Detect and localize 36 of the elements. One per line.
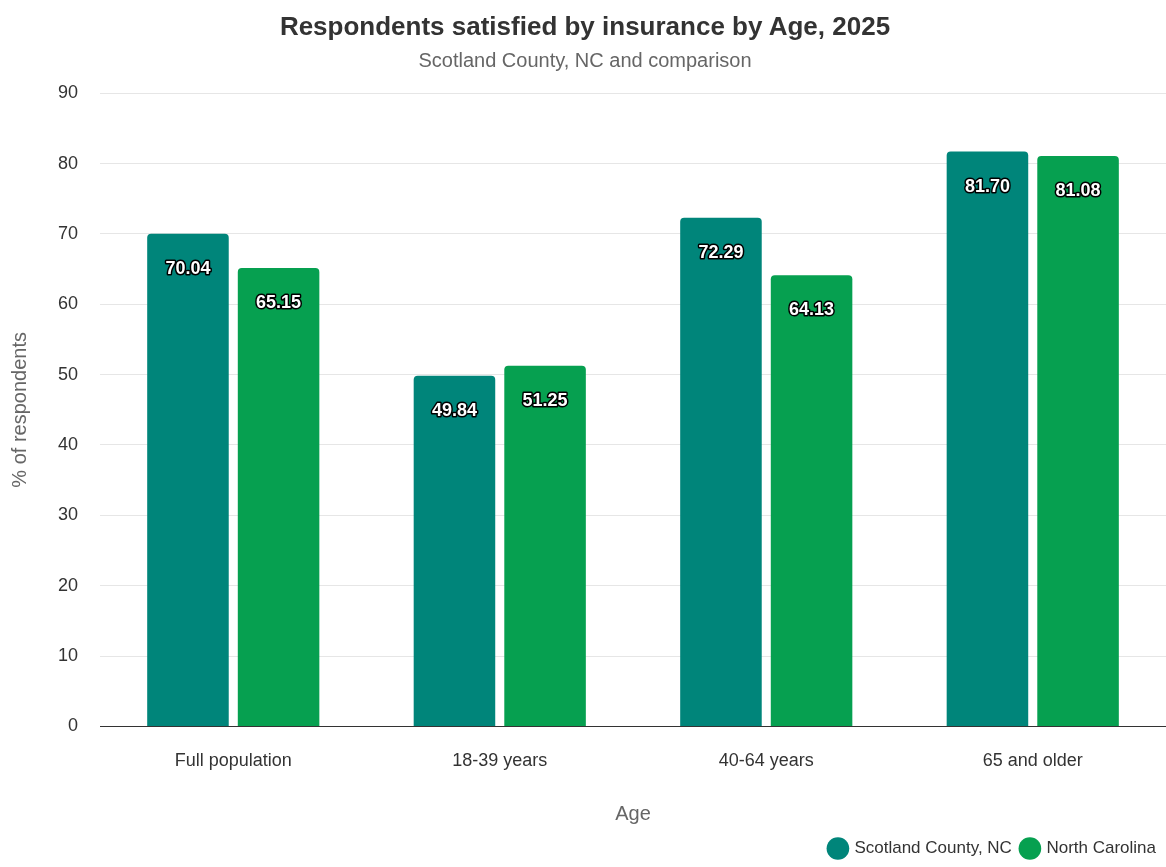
y-axis-title: % of respondents — [7, 331, 30, 488]
data-label: 81.08 — [1055, 179, 1101, 200]
x-tick-label: Full population — [174, 750, 292, 771]
bar — [1037, 155, 1119, 726]
x-tick-label: 40-64 years — [718, 750, 814, 771]
legend-label: Scotland County, NC — [854, 838, 1012, 858]
bar — [680, 217, 762, 726]
bar — [504, 365, 586, 726]
data-label: 51.25 — [522, 389, 568, 410]
y-tick-label: 50 — [57, 363, 79, 384]
bar — [946, 151, 1029, 726]
bar — [237, 268, 320, 726]
legend-label: North Carolina — [1046, 838, 1157, 858]
bar — [147, 233, 229, 726]
chart-title: Respondents satisfied by insurance by Age, 2025 — [279, 10, 891, 41]
y-tick-label: 10 — [57, 645, 79, 666]
x-axis-title: Age — [615, 801, 651, 824]
y-tick-label: 0 — [68, 715, 79, 736]
y-tick-label: 70 — [57, 222, 79, 243]
data-label: 81.70 — [964, 175, 1010, 196]
data-label: 49.84 — [431, 399, 477, 420]
y-tick-label: 20 — [57, 574, 79, 595]
y-tick-label: 60 — [57, 293, 79, 314]
data-label: 72.29 — [698, 241, 744, 262]
x-tick-label: 18-39 years — [452, 750, 548, 771]
x-tick-label: 65 and older — [982, 750, 1083, 771]
y-tick-label: 30 — [57, 504, 79, 525]
bar — [413, 375, 496, 726]
bar — [770, 275, 853, 726]
y-tick-label: 80 — [57, 152, 79, 173]
chart-subtitle: Scotland County, NC and comparison — [418, 48, 752, 71]
y-tick-label: 90 — [57, 82, 79, 103]
data-label: 70.04 — [165, 257, 211, 278]
data-label: 65.15 — [256, 292, 302, 312]
data-label: 64.13 — [789, 299, 835, 320]
y-tick-label: 40 — [57, 433, 79, 454]
